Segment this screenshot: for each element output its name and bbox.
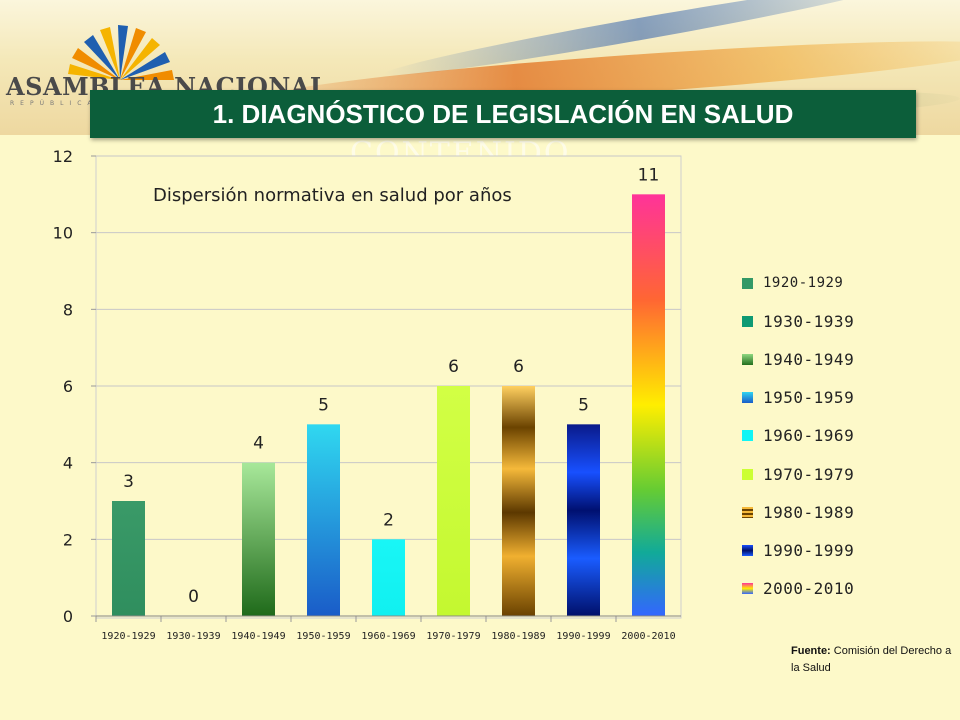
legend-label: 1930-1939	[763, 311, 855, 331]
legend-swatch	[742, 430, 753, 442]
y-tick-label: 10	[53, 224, 73, 243]
legend-item: 1980-1989	[742, 501, 854, 523]
data-label: 3	[123, 472, 134, 492]
y-tick-label: 0	[63, 607, 73, 626]
data-label: 4	[253, 434, 264, 454]
data-label: 0	[188, 587, 199, 607]
data-label: 6	[513, 357, 524, 377]
legend-item: 1960-1969	[742, 425, 854, 447]
bar-1970-1979	[437, 386, 470, 616]
y-tick-label: 8	[63, 300, 73, 319]
data-label: 5	[318, 395, 329, 415]
legend-label: 1980-1989	[763, 502, 855, 522]
legend-item: 1970-1979	[742, 463, 854, 485]
legend-label: 1950-1959	[763, 388, 855, 408]
legend-label: 1970-1979	[763, 464, 855, 484]
y-tick-label: 12	[53, 147, 73, 166]
x-tick-label: 1980-1989	[491, 631, 545, 642]
source-note: Fuente: Comisión del Derecho a la Salud	[791, 643, 960, 677]
x-tick-label: 1950-1959	[296, 631, 350, 642]
x-tick-label: 1920-1929	[101, 631, 155, 642]
legend-item: 1920-1929	[742, 272, 843, 294]
data-labels: 3 0 4 5 2 6 6 5 11	[123, 165, 659, 607]
y-tick-label: 6	[63, 377, 73, 396]
legend-swatch	[742, 277, 753, 289]
x-tick-label: 1990-1999	[556, 631, 610, 642]
x-tick-label: 1940-1949	[231, 631, 285, 642]
source-label: Fuente:	[791, 645, 831, 657]
legend-item: 1990-1999	[742, 539, 854, 561]
x-tick-label: 2000-2010	[621, 631, 675, 642]
slide-title-text: 1. DIAGNÓSTICO DE LEGISLACIÓN EN SALUD	[212, 98, 794, 129]
legend-label: 1990-1999	[763, 540, 855, 560]
legend-swatch	[742, 315, 753, 327]
bar-1990-1999	[567, 424, 600, 616]
legend-label: 1920-1929	[763, 275, 844, 291]
x-tick-label: 1970-1979	[426, 631, 480, 642]
legend-swatch	[742, 506, 753, 518]
legend-label: 1940-1949	[763, 349, 855, 369]
legend-item: 1930-1939	[742, 310, 854, 332]
bar-1980-1989	[502, 386, 535, 616]
data-label: 6	[448, 357, 459, 377]
y-tick-label: 4	[63, 454, 73, 473]
data-label: 11	[638, 165, 660, 185]
bar-2000-2010	[632, 194, 665, 617]
legend-item: 1940-1949	[742, 348, 854, 370]
bar-1960-1969	[372, 539, 405, 616]
legend-swatch	[742, 392, 753, 404]
bars	[112, 194, 665, 617]
y-axis: 0 2 4 6 8 10 12	[53, 147, 96, 626]
legend-item: 2000-2010	[742, 578, 854, 600]
legend-label: 1960-1969	[763, 426, 855, 446]
asamblea-sun-logo-icon	[68, 25, 174, 80]
data-label: 2	[383, 510, 394, 530]
slide-title: 1. DIAGNÓSTICO DE LEGISLACIÓN EN SALUD	[90, 90, 916, 138]
legend-swatch	[742, 544, 753, 556]
legend-swatch	[742, 468, 753, 480]
source-text: Comisión del Derecho a la Salud	[791, 645, 952, 674]
logo-subtext: REPÚBLICA	[10, 100, 98, 107]
bar-1940-1949	[242, 462, 275, 616]
chart-title: Dispersión normativa en salud por años	[153, 185, 512, 206]
x-axis: 1920-1929 1930-1939 1940-1949 1950-1959 1960…	[95, 615, 681, 642]
legend-swatch	[742, 353, 753, 365]
legend-label: 2000-2010	[763, 579, 855, 599]
x-tick-label: 1930-1939	[166, 631, 220, 642]
bar-1920-1929	[112, 501, 145, 616]
x-tick-label: 1960-1969	[361, 631, 415, 642]
legend-item: 1950-1959	[742, 387, 854, 409]
legend-swatch	[742, 583, 753, 595]
bar-1950-1959	[307, 424, 340, 616]
y-tick-label: 2	[63, 530, 73, 549]
data-label: 5	[578, 395, 589, 415]
